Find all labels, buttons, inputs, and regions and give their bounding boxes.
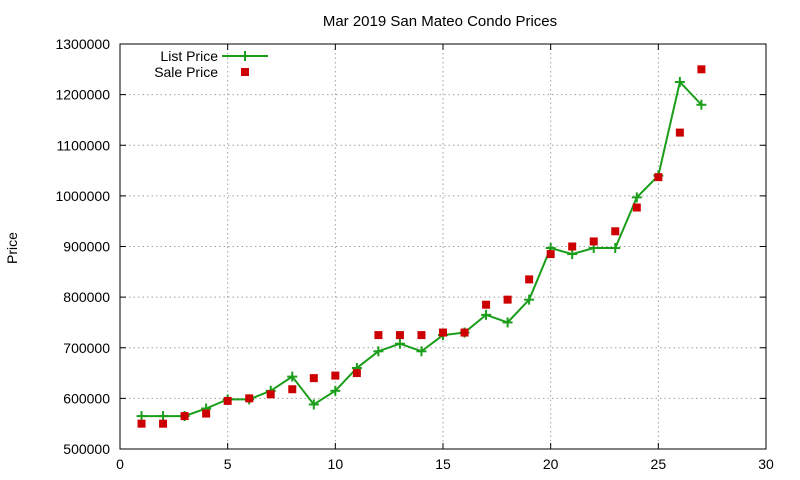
y-tick-label: 1200000: [55, 87, 110, 103]
sale-price-point: [611, 227, 620, 236]
legend-item: List Price: [160, 48, 268, 64]
list-price-point: [136, 411, 147, 422]
y-axis-label: Price: [4, 232, 20, 264]
sale-price-point: [137, 419, 146, 428]
sale-price-point: [331, 371, 340, 380]
sale-price-point: [245, 394, 254, 403]
y-tick-label: 700000: [63, 340, 110, 356]
list-price-point: [524, 294, 535, 305]
x-tick-label: 30: [758, 456, 774, 472]
sale-price-point: [223, 396, 232, 405]
x-tick-label: 5: [224, 456, 232, 472]
list-price-point: [287, 371, 298, 382]
y-tick-label: 600000: [63, 390, 110, 406]
sale-price-point: [180, 412, 189, 421]
legend-item: Sale Price: [154, 64, 249, 80]
list-price-point: [696, 99, 707, 110]
list-price-point: [416, 346, 427, 357]
sale-price-point: [568, 242, 577, 251]
series-list-price: [136, 76, 707, 422]
y-tick-label: 500000: [63, 441, 110, 457]
list-price-line: [141, 79, 703, 418]
list-price-point: [502, 317, 513, 328]
list-price-point: [610, 243, 621, 254]
sale-price-point: [482, 300, 491, 309]
list-price-point: [631, 192, 642, 203]
sale-price-point: [589, 237, 598, 246]
legend-marker: [240, 51, 250, 61]
y-tick-label: 800000: [63, 289, 110, 305]
x-tick-label: 15: [435, 456, 451, 472]
list-price-point: [373, 346, 384, 357]
sale-price-point: [159, 419, 168, 428]
x-tick-label: 25: [651, 456, 667, 472]
sale-price-point: [632, 203, 641, 212]
sale-price-point: [439, 328, 447, 337]
sale-price-point: [546, 250, 555, 259]
sale-price-point: [395, 331, 404, 340]
grid: [120, 44, 766, 449]
series-sale-price: [137, 65, 706, 428]
x-tick-label: 20: [543, 456, 559, 472]
axis-ticks: 0 5 10 15 20 25 30 500000 600000 700000 800000 9000…: [55, 36, 774, 472]
list-price-point: [394, 338, 405, 349]
chart-title: Mar 2019 San Mateo Condo Prices: [323, 13, 557, 30]
y-tick-label: 1100000: [57, 137, 111, 153]
sale-price-point: [266, 390, 275, 399]
legend-label: Sale Price: [154, 64, 218, 80]
list-price-point: [481, 309, 492, 320]
sale-price-point: [525, 275, 534, 284]
legend-label: List Price: [160, 48, 218, 64]
x-tick-label: 0: [116, 456, 124, 472]
y-tick-label: 1300000: [55, 36, 110, 52]
sale-price-point: [654, 173, 663, 182]
sale-price-point: [202, 409, 211, 418]
sale-price-point: [675, 128, 684, 137]
sale-price-point: [374, 331, 383, 340]
sale-price-point: [503, 295, 512, 304]
list-price-point: [308, 399, 319, 410]
x-tick-label: 10: [328, 456, 344, 472]
y-tick-label: 900000: [63, 239, 110, 255]
list-price-point: [330, 385, 341, 396]
sale-price-point: [697, 65, 706, 74]
list-price-point: [674, 76, 685, 87]
list-price-point: [567, 249, 578, 260]
sale-price-point: [309, 374, 318, 383]
legend-marker: [241, 68, 249, 76]
sale-price-point: [460, 328, 469, 337]
y-tick-label: 1000000: [55, 188, 110, 204]
series: [136, 65, 707, 428]
sale-price-point: [288, 385, 297, 394]
sale-price-point: [352, 369, 361, 378]
list-price-point: [158, 411, 169, 422]
sale-price-point: [417, 331, 426, 340]
